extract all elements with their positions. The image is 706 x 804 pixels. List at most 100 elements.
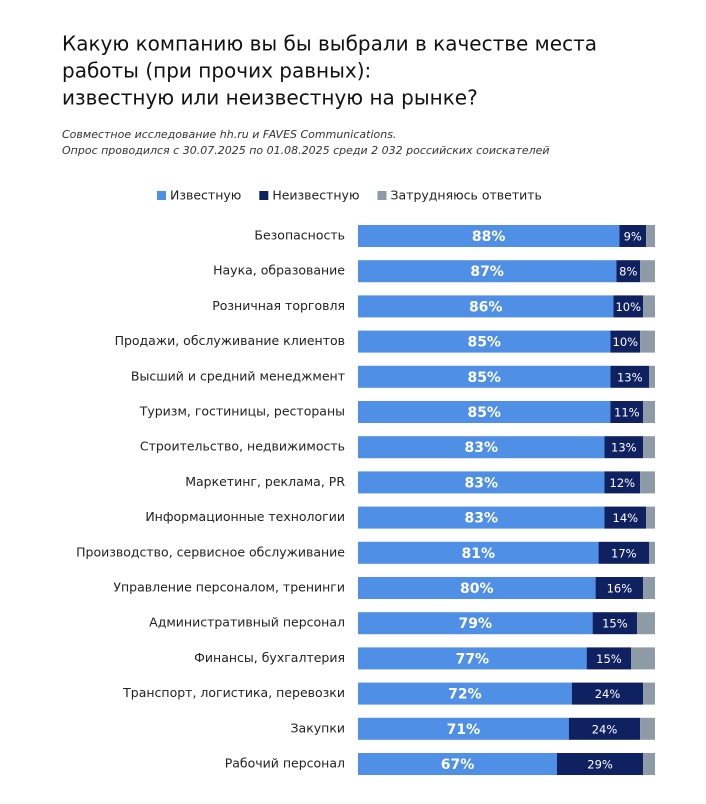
category-label: Информационные технологии (145, 509, 345, 524)
bar-segment (595, 577, 644, 599)
value-label: 71% (447, 722, 481, 738)
value-label: 13% (617, 370, 643, 384)
bar-segment (358, 330, 611, 353)
category-label: Туризм, гостиницы, рестораны (139, 404, 345, 419)
bar-segment (649, 541, 655, 564)
bar-segment (610, 365, 650, 388)
bar-segment (358, 753, 557, 775)
bar-segment (568, 717, 641, 740)
bar-segment (610, 401, 644, 423)
bar-segment (358, 577, 596, 599)
value-label: 8% (619, 265, 637, 279)
value-label: 16% (607, 582, 633, 596)
value-label: 87% (470, 264, 504, 280)
bar-segment (604, 506, 647, 529)
bar-segment (619, 225, 647, 247)
bar-segment (640, 717, 655, 740)
value-label: 12% (610, 476, 636, 490)
bar-segment (649, 365, 655, 388)
bar-segment (616, 260, 641, 283)
bar-segment (358, 506, 605, 529)
bar-segment (358, 260, 617, 283)
value-label: 9% (624, 230, 642, 244)
value-label: 10% (613, 335, 639, 349)
value-label: 83% (464, 440, 498, 456)
value-label: 14% (613, 511, 639, 525)
bar-segment (598, 541, 650, 564)
bar-segment (637, 612, 655, 635)
category-label: Транспорт, логистика, перевозки (122, 685, 345, 700)
chart-title: известную или неизвестную на рынке? (62, 86, 478, 110)
bar-segment (643, 753, 655, 775)
value-label: 24% (595, 687, 621, 701)
value-label: 80% (460, 581, 494, 597)
bar-segment (358, 612, 593, 635)
bar-segment (358, 436, 605, 459)
legend-swatch (259, 191, 269, 200)
category-label: Управление персоналом, тренинги (113, 580, 345, 595)
value-label: 85% (467, 335, 501, 351)
value-label: 10% (615, 300, 641, 314)
chart-subtitle: Опрос проводился с 30.07.2025 по 01.08.2… (62, 144, 550, 157)
bar-segment (646, 506, 655, 529)
bar-segment (640, 471, 655, 494)
value-label: 67% (441, 757, 475, 773)
bar-segment (643, 682, 655, 705)
bar-segment (358, 647, 587, 670)
value-label: 79% (459, 616, 493, 632)
bar-segment (358, 717, 569, 740)
bar-segment (604, 436, 644, 459)
value-label: 29% (587, 758, 613, 772)
bar-segment (358, 541, 599, 564)
bar-segment (358, 471, 605, 494)
value-label: 77% (456, 651, 490, 667)
bar-segment (571, 682, 644, 705)
legend-swatch (377, 191, 387, 200)
category-label: Закупки (291, 720, 345, 735)
value-label: 72% (448, 687, 482, 703)
legend-label: Затрудняюсь ответить (390, 188, 541, 203)
category-label: Розничная торговля (212, 298, 345, 313)
bar-segment (643, 577, 655, 599)
bar-segment (358, 401, 611, 423)
value-label: 17% (611, 546, 637, 560)
value-label: 24% (592, 722, 618, 736)
bar-segment (643, 295, 655, 318)
bar-segment (592, 612, 638, 635)
value-label: 88% (472, 229, 506, 245)
chart-subtitle: Совместное исследование hh.ru и FAVES Co… (62, 128, 396, 141)
value-label: 11% (614, 406, 640, 420)
bar-segment (646, 225, 655, 247)
bar-segment (358, 682, 572, 705)
category-label: Рабочий персонал (225, 756, 345, 771)
bar-segment (604, 471, 641, 494)
value-label: 86% (469, 299, 503, 315)
bar-segment (358, 225, 620, 247)
value-label: 15% (602, 617, 628, 631)
legend-label: Неизвестную (272, 188, 359, 203)
category-label: Строительство, недвижимость (140, 439, 345, 454)
bar-segment (631, 647, 655, 670)
category-label: Наука, образование (213, 263, 345, 278)
category-label: Производство, сервисное обслуживание (76, 544, 345, 559)
bar-segment (613, 295, 644, 318)
category-label: Продажи, обслуживание клиентов (115, 333, 345, 348)
bar-segment (358, 295, 614, 318)
category-label: Административный персонал (149, 615, 345, 630)
bar-segment (586, 647, 632, 670)
value-label: 83% (464, 475, 498, 491)
bar-segment (358, 365, 611, 388)
category-label: Высший и средний менеджмент (131, 368, 345, 383)
bar-segment (643, 401, 655, 423)
category-label: Безопасность (254, 228, 345, 243)
value-label: 85% (467, 405, 501, 421)
legend-swatch (157, 191, 166, 200)
legend-label: Известную (170, 188, 241, 203)
value-label: 85% (467, 370, 501, 386)
bar-segment (610, 330, 641, 353)
chart-title: Какую компанию вы бы выбрали в качестве … (62, 32, 597, 56)
value-label: 81% (462, 546, 496, 562)
bar-segment (640, 260, 655, 283)
bar-segment (640, 330, 655, 353)
